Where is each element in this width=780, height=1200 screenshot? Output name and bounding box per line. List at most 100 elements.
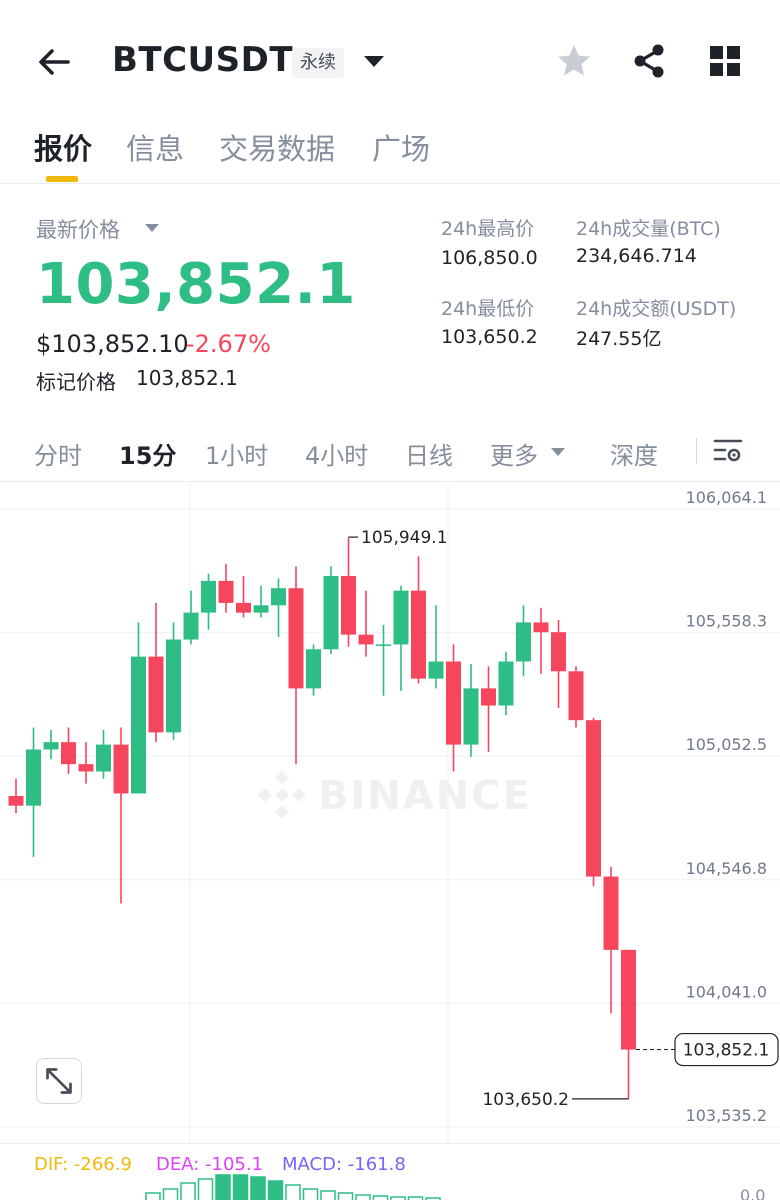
last-price: 103,852.1 xyxy=(36,252,356,317)
candle-body xyxy=(306,649,321,689)
y-tick-label: 105,558.3 xyxy=(686,612,767,631)
candle-body xyxy=(61,742,76,765)
macd-histogram-bar xyxy=(215,1174,231,1200)
macd-histogram-bar xyxy=(285,1184,301,1200)
candle-body xyxy=(218,580,234,603)
y-tick-label: 104,041.0 xyxy=(686,982,767,1001)
high-24h-value: 106,850.0 xyxy=(441,247,538,269)
volume-usdt-value: 247.55亿 xyxy=(576,328,662,350)
back-arrow-icon[interactable] xyxy=(34,42,74,82)
candle-body xyxy=(621,949,636,1050)
macd-histogram-bar xyxy=(145,1192,161,1200)
candle-body xyxy=(341,575,356,635)
candle-body xyxy=(376,644,391,646)
expand-icon xyxy=(46,1068,72,1094)
macd-histogram-bar xyxy=(337,1192,354,1200)
candle-body xyxy=(586,720,601,877)
usd-price: $103,852.10 xyxy=(36,330,189,358)
low-24h-value: 103,650.2 xyxy=(441,326,538,348)
symbol-title[interactable]: BTCUSDT xyxy=(112,40,294,80)
high-24h-label: 24h最高价 xyxy=(441,218,535,240)
fullscreen-button[interactable] xyxy=(36,1058,82,1104)
candle-body xyxy=(428,661,444,679)
candle-body xyxy=(253,605,269,613)
star-icon[interactable] xyxy=(555,42,593,80)
interval-bar: 分时 15分 1小时 4小时 日线 更多 深度 xyxy=(0,420,780,482)
interval-divider xyxy=(696,438,697,464)
candle-body xyxy=(323,575,339,650)
share-icon[interactable] xyxy=(630,42,668,80)
tab-square[interactable]: 广场 xyxy=(372,132,431,166)
price-type-label[interactable]: 最新价格 xyxy=(36,218,120,242)
macd-histogram xyxy=(145,1174,441,1200)
contract-type-badge: 永续 xyxy=(292,48,344,78)
candle-body xyxy=(148,656,164,733)
candle-body xyxy=(463,688,479,745)
mark-price-label: 标记价格 xyxy=(36,370,116,394)
interval-1h[interactable]: 1小时 xyxy=(205,442,269,470)
tab-info[interactable]: 信息 xyxy=(126,132,185,166)
interval-15m[interactable]: 15分 xyxy=(119,442,177,470)
macd-histogram-bar xyxy=(372,1195,389,1200)
interval-4h[interactable]: 4小时 xyxy=(305,442,369,470)
depth-tab[interactable]: 深度 xyxy=(610,442,658,470)
macd-value: MACD: -161.8 xyxy=(282,1154,406,1175)
candle-body xyxy=(288,588,304,689)
candle-body xyxy=(551,632,566,672)
macd-histogram-bar xyxy=(180,1182,196,1200)
candle-body xyxy=(568,671,584,721)
y-tick-label: 104,546.8 xyxy=(686,859,767,878)
active-tab-indicator xyxy=(46,176,78,182)
candle-body xyxy=(446,661,461,745)
y-tick-label: 105,052.5 xyxy=(686,735,767,754)
candle-body xyxy=(78,764,94,772)
macd-histogram-bar xyxy=(302,1188,319,1200)
low-24h-label: 24h最低价 xyxy=(441,298,535,320)
candle-body xyxy=(166,639,181,733)
volume-usdt-label: 24h成交额(USDT) xyxy=(576,298,737,320)
candle-body xyxy=(393,590,409,645)
candle-body xyxy=(271,588,286,606)
y-tick-label: 106,064.1 xyxy=(686,488,767,507)
candle-body xyxy=(131,656,146,794)
candle-body xyxy=(516,622,531,662)
candle-body xyxy=(96,744,111,772)
chart-settings-icon[interactable] xyxy=(712,436,744,466)
grid-menu-icon[interactable] xyxy=(708,44,742,78)
macd-histogram-bar xyxy=(355,1194,371,1200)
macd-histogram-bar xyxy=(320,1190,336,1200)
interval-more[interactable]: 更多 xyxy=(490,442,538,470)
price-type-caret-icon[interactable] xyxy=(144,222,160,234)
candle-body xyxy=(113,744,129,794)
more-caret-icon[interactable] xyxy=(550,446,566,458)
candle-body xyxy=(498,661,514,706)
tab-trading-data[interactable]: 交易数据 xyxy=(219,132,336,166)
candle-body xyxy=(358,634,374,645)
volume-btc-value: 234,646.714 xyxy=(576,245,697,267)
candle-body xyxy=(236,602,251,613)
macd-histogram-bar xyxy=(250,1176,266,1200)
last-price-tag xyxy=(674,1032,779,1067)
candlestick-plot[interactable]: 106,064.1 105,558.3 105,052.5 104,546.8 104,… xyxy=(0,483,780,1143)
macd-panel: DIF: -266.9 DEA: -105.1 MACD: -161.8 0.0 xyxy=(0,1143,780,1200)
watermark: BINANCE xyxy=(318,773,532,819)
last-price-tag-label: 103,852.1 xyxy=(683,1041,770,1061)
interval-1d[interactable]: 日线 xyxy=(405,442,453,470)
low-marker-label: 103,650.2 xyxy=(482,1090,569,1110)
tab-quote[interactable]: 报价 xyxy=(34,132,93,166)
y-tick-label: 103,535.2 xyxy=(686,1106,767,1125)
macd-histogram-bar xyxy=(407,1196,424,1200)
kline-chart[interactable]: 106,064.1 105,558.3 105,052.5 104,546.8 104,… xyxy=(0,483,780,1143)
macd-dea: DEA: -105.1 xyxy=(156,1154,264,1175)
macd-zero-label: 0.0 xyxy=(740,1186,766,1200)
candle-body xyxy=(8,795,24,806)
macd-histogram-bar xyxy=(390,1196,406,1200)
change-percent: -2.67% xyxy=(186,330,271,358)
interval-time-share[interactable]: 分时 xyxy=(34,442,82,470)
macd-histogram-bar xyxy=(162,1188,179,1200)
candle-body xyxy=(183,612,199,640)
caret-down-icon[interactable] xyxy=(360,52,388,72)
volume-btc-label: 24h成交量(BTC) xyxy=(576,218,721,240)
macd-histogram-bar xyxy=(232,1174,249,1200)
macd-dif: DIF: -266.9 xyxy=(34,1154,132,1175)
